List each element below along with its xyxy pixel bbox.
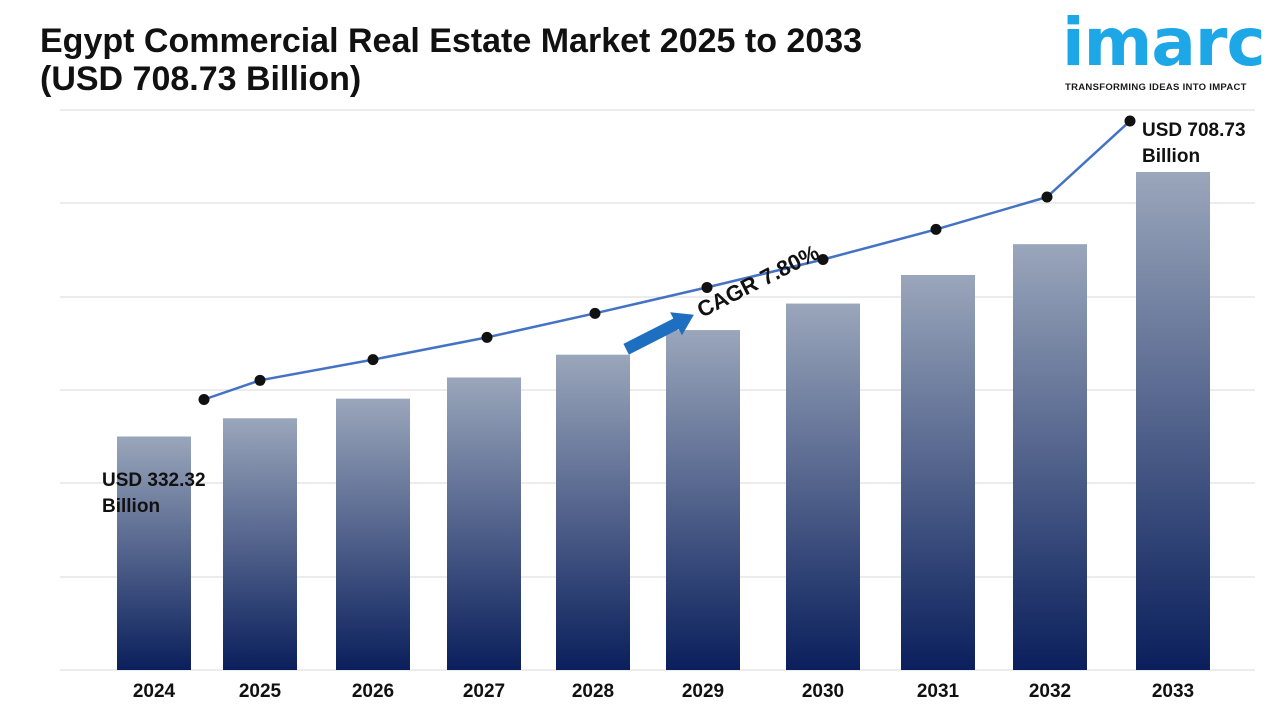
logo-wordmark: imarc	[1062, 4, 1266, 81]
x-tick-label-2031: 2031	[917, 681, 960, 702]
bar-2024	[117, 436, 191, 670]
bar-2030	[786, 303, 860, 670]
bar-2033	[1136, 172, 1210, 670]
trend-point-2032	[1041, 191, 1053, 203]
trend-point-2029	[701, 281, 713, 293]
chart-title-line2: (USD 708.73 Billion)	[40, 60, 362, 99]
end-value-annotation: USD 708.73 Billion	[1142, 118, 1246, 169]
x-tick-label-2032: 2032	[1029, 681, 1071, 702]
trend-point-2025	[254, 374, 266, 386]
bar-2027	[447, 377, 521, 670]
trend-point-2027	[481, 331, 493, 343]
x-tick-label-2029: 2029	[682, 681, 724, 702]
trend-point-2033	[1124, 115, 1136, 127]
cagr-arrow-shaft	[623, 317, 681, 355]
start-unit-label: Billion	[102, 495, 161, 517]
trend-point-2024	[198, 393, 210, 405]
cagr-arrow-head	[670, 312, 694, 336]
end-unit-label: Billion	[1142, 145, 1201, 167]
imarc-logo: imarc TRANSFORMING IDEAS INTO IMPACT	[1058, 4, 1272, 98]
end-value-label: USD 708.73	[1142, 120, 1246, 141]
bar-2026	[336, 398, 410, 670]
x-tick-label-2033: 2033	[1152, 681, 1194, 702]
start-value-label: USD 332.32	[102, 470, 206, 491]
trend-point-2028	[589, 307, 601, 319]
bar-2032	[1013, 244, 1087, 670]
x-tick-label-2024: 2024	[133, 681, 176, 702]
trend-point-2030	[817, 254, 829, 266]
chart-title-line1: Egypt Commercial Real Estate Market 2025…	[40, 22, 863, 60]
x-tick-label-2030: 2030	[802, 681, 844, 702]
bar-2031	[901, 274, 975, 670]
cagr-arrow	[623, 312, 694, 355]
x-tick-label-2028: 2028	[572, 681, 614, 702]
trend-line	[203, 120, 1131, 401]
start-value-annotation: USD 332.32 Billion	[102, 468, 206, 519]
x-tick-label-2027: 2027	[463, 681, 505, 702]
bar-2028	[556, 354, 630, 670]
x-tick-label-2026: 2026	[352, 681, 394, 702]
trend-point-2026	[367, 354, 379, 366]
logo-tagline: TRANSFORMING IDEAS INTO IMPACT	[1065, 82, 1247, 93]
chart-title: Egypt Commercial Real Estate Market 2025…	[40, 22, 862, 99]
bar-2029	[666, 330, 740, 670]
bar-2025	[223, 418, 297, 670]
trend-point-2031	[930, 223, 942, 235]
x-tick-label-2025: 2025	[239, 681, 282, 702]
